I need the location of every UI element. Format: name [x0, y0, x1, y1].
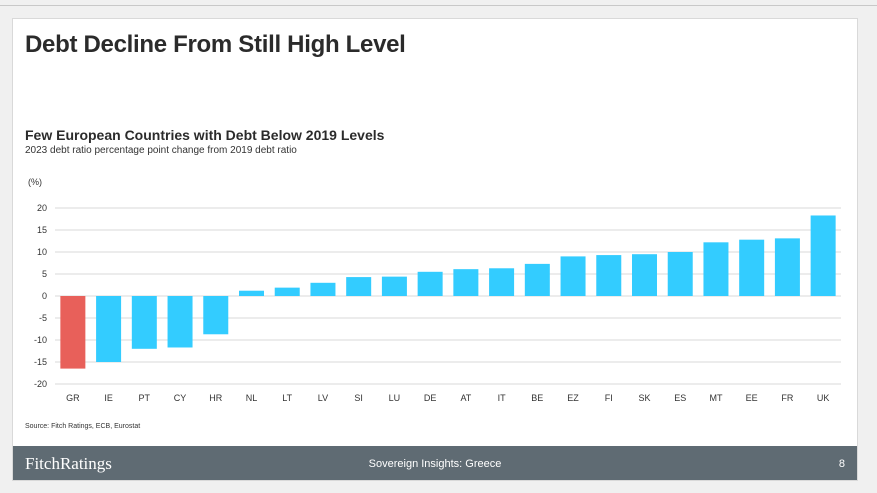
bar-ez [560, 256, 586, 296]
x-tick-label: ES [674, 393, 686, 403]
bar-at [453, 269, 479, 296]
y-tick-label: -20 [34, 379, 47, 389]
y-tick-label: 10 [37, 247, 47, 257]
chart-title: Few European Countries with Debt Below 2… [25, 127, 385, 143]
page-title: Debt Decline From Still High Level [25, 31, 406, 58]
x-tick-label: IE [104, 393, 113, 403]
x-tick-label: FI [605, 393, 613, 403]
y-tick-label: -5 [39, 313, 47, 323]
bar-fi [596, 255, 622, 296]
x-tick-label: EE [746, 393, 758, 403]
top-divider [0, 5, 877, 6]
bar-hr [203, 296, 229, 335]
footer-report-title: Sovereign Insights: Greece [368, 458, 502, 470]
x-tick-label: MT [709, 393, 722, 403]
x-tick-label: PT [139, 393, 151, 403]
fitch-ratings-logo: FitchRatings [25, 454, 112, 473]
bar-pt [131, 296, 157, 349]
x-tick-label: LV [318, 393, 328, 403]
bar-ee [739, 239, 765, 296]
bar-fr [774, 238, 800, 296]
y-tick-label: 15 [37, 225, 47, 235]
x-tick-label: AT [460, 393, 471, 403]
x-tick-label: IT [498, 393, 507, 403]
bar-it [489, 268, 515, 296]
x-tick-label: BE [531, 393, 543, 403]
bar-es [667, 252, 693, 296]
page-number: 8 [838, 458, 845, 470]
x-tick-label: SI [354, 393, 363, 403]
x-tick-label: DE [424, 393, 437, 403]
bar-nl [239, 290, 264, 296]
bar-gr [60, 296, 86, 369]
x-tick-label: CY [174, 393, 187, 403]
bar-chart: 20 15 10 5 0 -5 -10 -15 -20 GR IE PT CY HR NL LT LV SI LU D… [34, 203, 841, 403]
y-tick-label: 0 [42, 291, 47, 301]
chart-subtitle: 2023 debt ratio percentage point change … [25, 145, 297, 156]
bar-lu [381, 276, 407, 296]
x-tick-label: UK [817, 393, 830, 403]
bar-cy [167, 296, 193, 348]
x-tick-label: HR [209, 393, 222, 403]
bar-mt [703, 242, 729, 296]
y-axis-unit-label: (%) [28, 177, 42, 187]
slide: Debt Decline From Still High Level Few E… [12, 18, 858, 481]
bar-de [417, 271, 443, 296]
x-tick-label: SK [638, 393, 650, 403]
bar-uk [810, 215, 836, 296]
x-tick-label: GR [66, 393, 80, 403]
x-tick-label: LU [389, 393, 401, 403]
bar-ie [96, 296, 122, 362]
footer-bar: FitchRatings Sovereign Insights: Greece … [13, 446, 857, 480]
bar-sk [632, 254, 657, 296]
bar-si [346, 277, 372, 296]
source-note: Source: Fitch Ratings, ECB, Eurostat [25, 423, 141, 430]
x-tick-label: EZ [567, 393, 579, 403]
y-tick-label: 20 [37, 203, 47, 213]
bar-lt [274, 287, 300, 296]
y-tick-label: -15 [34, 357, 47, 367]
x-tick-label: NL [246, 393, 258, 403]
bar-lv [310, 282, 336, 296]
x-tick-label: LT [282, 393, 292, 403]
y-tick-label: -10 [34, 335, 47, 345]
bar-be [524, 263, 550, 296]
y-tick-label: 5 [42, 269, 47, 279]
x-tick-label: FR [781, 393, 793, 403]
